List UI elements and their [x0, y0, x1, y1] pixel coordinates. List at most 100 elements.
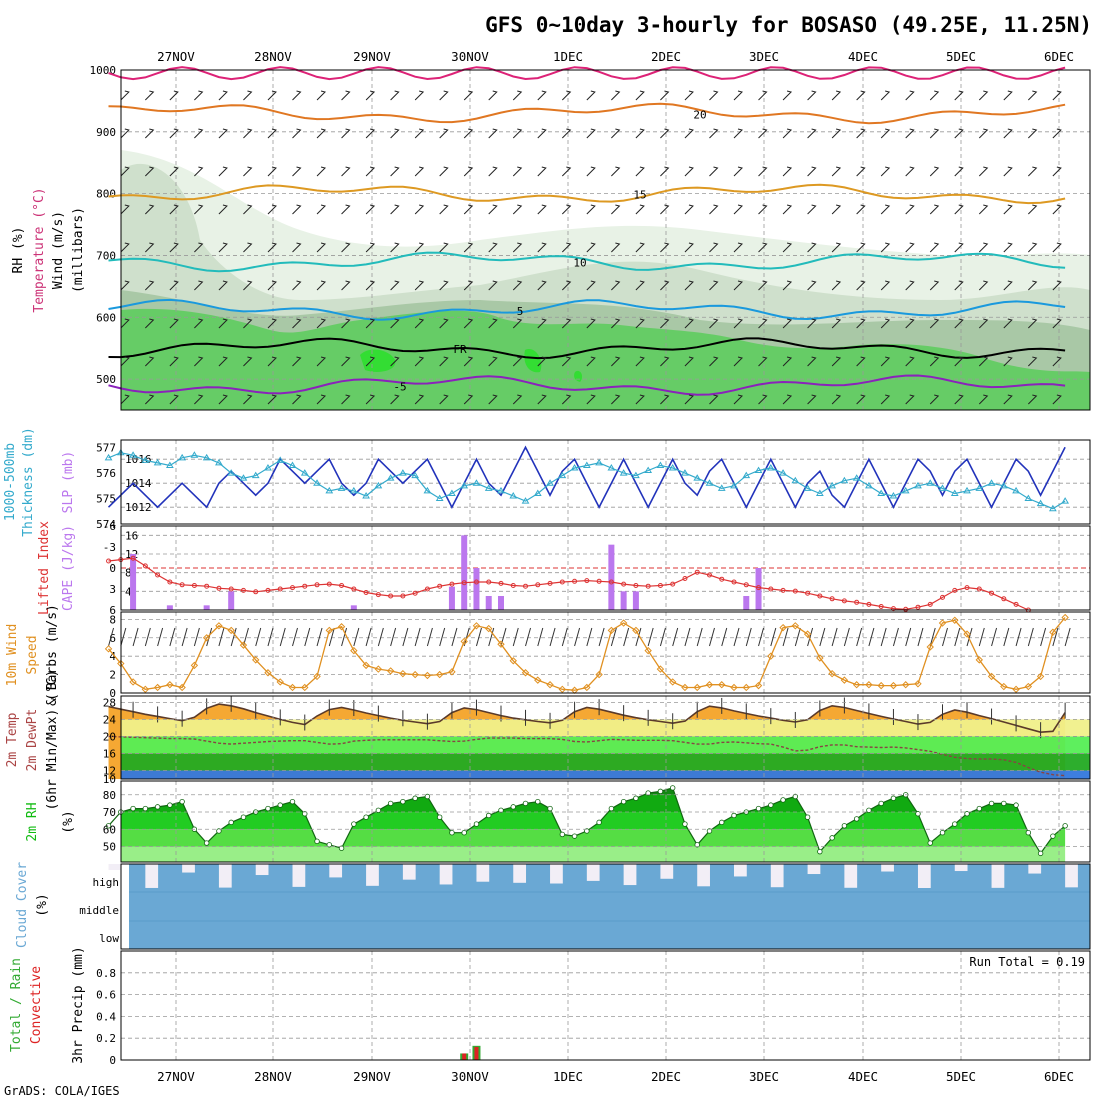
precip-tick-label: 0.4 — [96, 1010, 116, 1023]
wind-barb — [194, 90, 204, 101]
wind-speed-point — [264, 669, 272, 677]
wind-barb — [978, 356, 989, 367]
wind-barb — [1027, 204, 1038, 215]
cape-bar — [755, 568, 762, 610]
wind-barb — [831, 204, 842, 215]
wind-barb — [954, 242, 964, 253]
wind-barb — [402, 627, 409, 647]
wind-barb — [537, 318, 547, 329]
cloud-gap — [586, 864, 600, 881]
thickness-point — [215, 458, 223, 466]
wind-barb — [561, 627, 568, 647]
wind-speed-point — [901, 681, 910, 689]
wind-barb — [512, 166, 523, 177]
slp-tick-label: 1014 — [125, 477, 152, 490]
thickness-point — [607, 464, 616, 471]
wind-barb — [292, 318, 302, 329]
wind-barb — [991, 627, 998, 647]
thickness-point — [668, 464, 677, 471]
wind-speed-point — [509, 657, 517, 665]
wind-barb — [537, 204, 547, 215]
wind-barb — [586, 90, 596, 101]
wind-barb — [561, 242, 572, 253]
rh-point — [682, 821, 688, 827]
bottom-date-label: 3DEC — [749, 1069, 779, 1084]
wind-barb — [390, 90, 400, 101]
wind-barb — [807, 627, 814, 647]
thickness-point — [595, 458, 603, 466]
wind-barb — [365, 242, 376, 253]
thickness-point — [865, 481, 873, 489]
wind-barb — [390, 204, 400, 215]
wind-barb — [905, 242, 915, 253]
wind-barb — [905, 280, 915, 291]
lifted-index-point — [964, 585, 970, 591]
wind-barb — [439, 242, 449, 253]
wind-barb — [684, 204, 694, 215]
rh-point — [1013, 802, 1019, 808]
wind-speed-point — [190, 661, 199, 670]
thickness-point — [349, 486, 358, 494]
wind-barb — [390, 280, 400, 291]
wind-barb — [611, 166, 621, 177]
wind-barb — [708, 627, 715, 647]
wind-tick-label: 0 — [109, 687, 116, 700]
wind-barb — [1003, 318, 1013, 329]
wind-barb — [794, 627, 801, 647]
wind-speed-point — [693, 683, 701, 692]
rh-point — [608, 805, 615, 812]
rh-point — [338, 845, 345, 851]
cape-tick-label: 4 — [125, 585, 132, 598]
pressure-tick-label: 500 — [96, 373, 116, 386]
wind-barb — [635, 204, 645, 215]
thickness-point — [423, 486, 432, 494]
wind-barb — [586, 128, 596, 139]
lifted-index-point — [130, 555, 136, 561]
thickness-point — [914, 481, 922, 489]
cloud-gap — [623, 864, 637, 886]
wind-barb — [377, 627, 384, 647]
wind-barb — [635, 128, 645, 139]
wind-barb — [611, 242, 621, 253]
wind-barb — [782, 394, 793, 405]
wind-barb — [365, 166, 376, 177]
wind-barb — [770, 627, 777, 647]
wind-ylabel: & Barbs (m/s) — [45, 604, 60, 706]
temp-tick-label: 20 — [103, 730, 116, 743]
wind-barb — [316, 280, 327, 291]
thickness-point — [950, 489, 959, 496]
wind-barb — [856, 318, 866, 329]
wind-barb — [144, 204, 155, 215]
wind-barb — [758, 627, 765, 647]
rh-point — [277, 802, 283, 808]
cloud-gap — [697, 864, 710, 887]
wind-speed-point — [852, 681, 861, 689]
wind-speed-point — [681, 683, 689, 692]
rh-point — [866, 807, 872, 813]
wind-barb — [463, 356, 474, 367]
thickness-tick-label: 574 — [96, 518, 116, 531]
thickness-point — [484, 484, 493, 491]
wind-barb — [341, 356, 351, 367]
wind-barb — [512, 356, 523, 367]
wind-barb — [414, 280, 425, 291]
wind-barb — [892, 627, 899, 647]
pressure-tick-label: 800 — [96, 188, 116, 201]
thickness-point — [190, 451, 199, 458]
wind-barb — [611, 394, 621, 405]
wind-barb — [966, 627, 973, 647]
cloud-gap — [513, 864, 527, 883]
thickness-point — [264, 464, 272, 471]
wind-barb — [439, 356, 449, 367]
wind-barb — [954, 394, 964, 405]
temp-ylabel: (6hr Min/Max) (°C) — [45, 670, 60, 811]
wind-barb — [279, 627, 286, 647]
wind-barb — [819, 627, 826, 647]
wind-barb — [1003, 280, 1013, 291]
wind-speed-point — [938, 619, 947, 627]
wind-barb — [623, 627, 630, 647]
rh-point — [240, 814, 247, 820]
thickness-point — [742, 471, 751, 479]
rh-point — [829, 835, 835, 841]
